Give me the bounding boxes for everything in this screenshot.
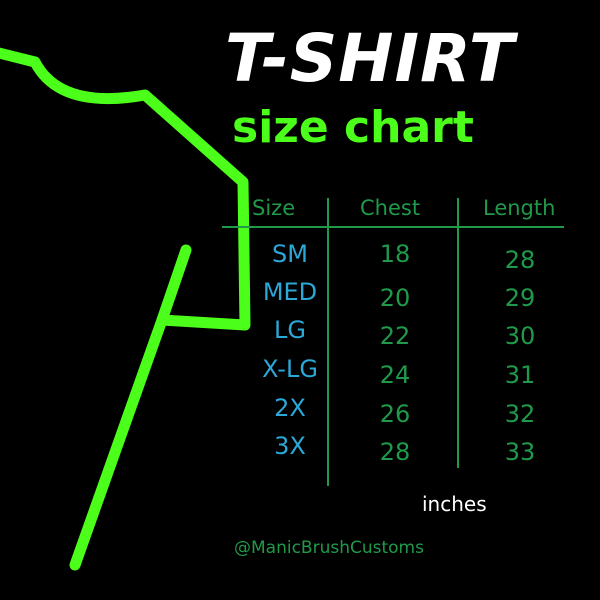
- header-chest: Chest: [360, 196, 421, 220]
- cell-length: 33: [504, 438, 536, 466]
- cell-size: X-LG: [262, 355, 318, 383]
- subtitle: size chart: [232, 102, 474, 153]
- header-size: Size: [252, 196, 296, 220]
- header-length: Length: [483, 196, 556, 220]
- cell-chest: 22: [379, 322, 411, 350]
- social-handle: @ManicBrushCustoms: [234, 538, 424, 558]
- cell-chest: 24: [379, 361, 411, 389]
- cell-length: 31: [504, 361, 536, 389]
- cell-chest: 20: [379, 284, 411, 312]
- cell-length: 28: [504, 246, 536, 274]
- cell-size: LG: [274, 316, 306, 344]
- column-divider: [457, 198, 459, 468]
- cell-chest: 18: [379, 240, 411, 268]
- cell-length: 29: [504, 284, 536, 312]
- cell-length: 30: [504, 322, 536, 350]
- cell-size: MED: [262, 278, 318, 306]
- cell-chest: 28: [379, 438, 411, 466]
- cell-size: 3X: [274, 432, 306, 460]
- cell-size: 2X: [274, 394, 306, 422]
- header-divider: [222, 226, 564, 228]
- unit-label: inches: [422, 492, 487, 516]
- cell-size: SM: [272, 240, 308, 268]
- title: T-SHIRT: [225, 20, 515, 97]
- column-divider: [327, 198, 329, 486]
- cell-chest: 26: [379, 400, 411, 428]
- cell-length: 32: [504, 400, 536, 428]
